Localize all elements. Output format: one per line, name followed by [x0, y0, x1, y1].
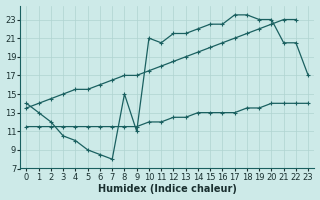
X-axis label: Humidex (Indice chaleur): Humidex (Indice chaleur) — [98, 184, 237, 194]
